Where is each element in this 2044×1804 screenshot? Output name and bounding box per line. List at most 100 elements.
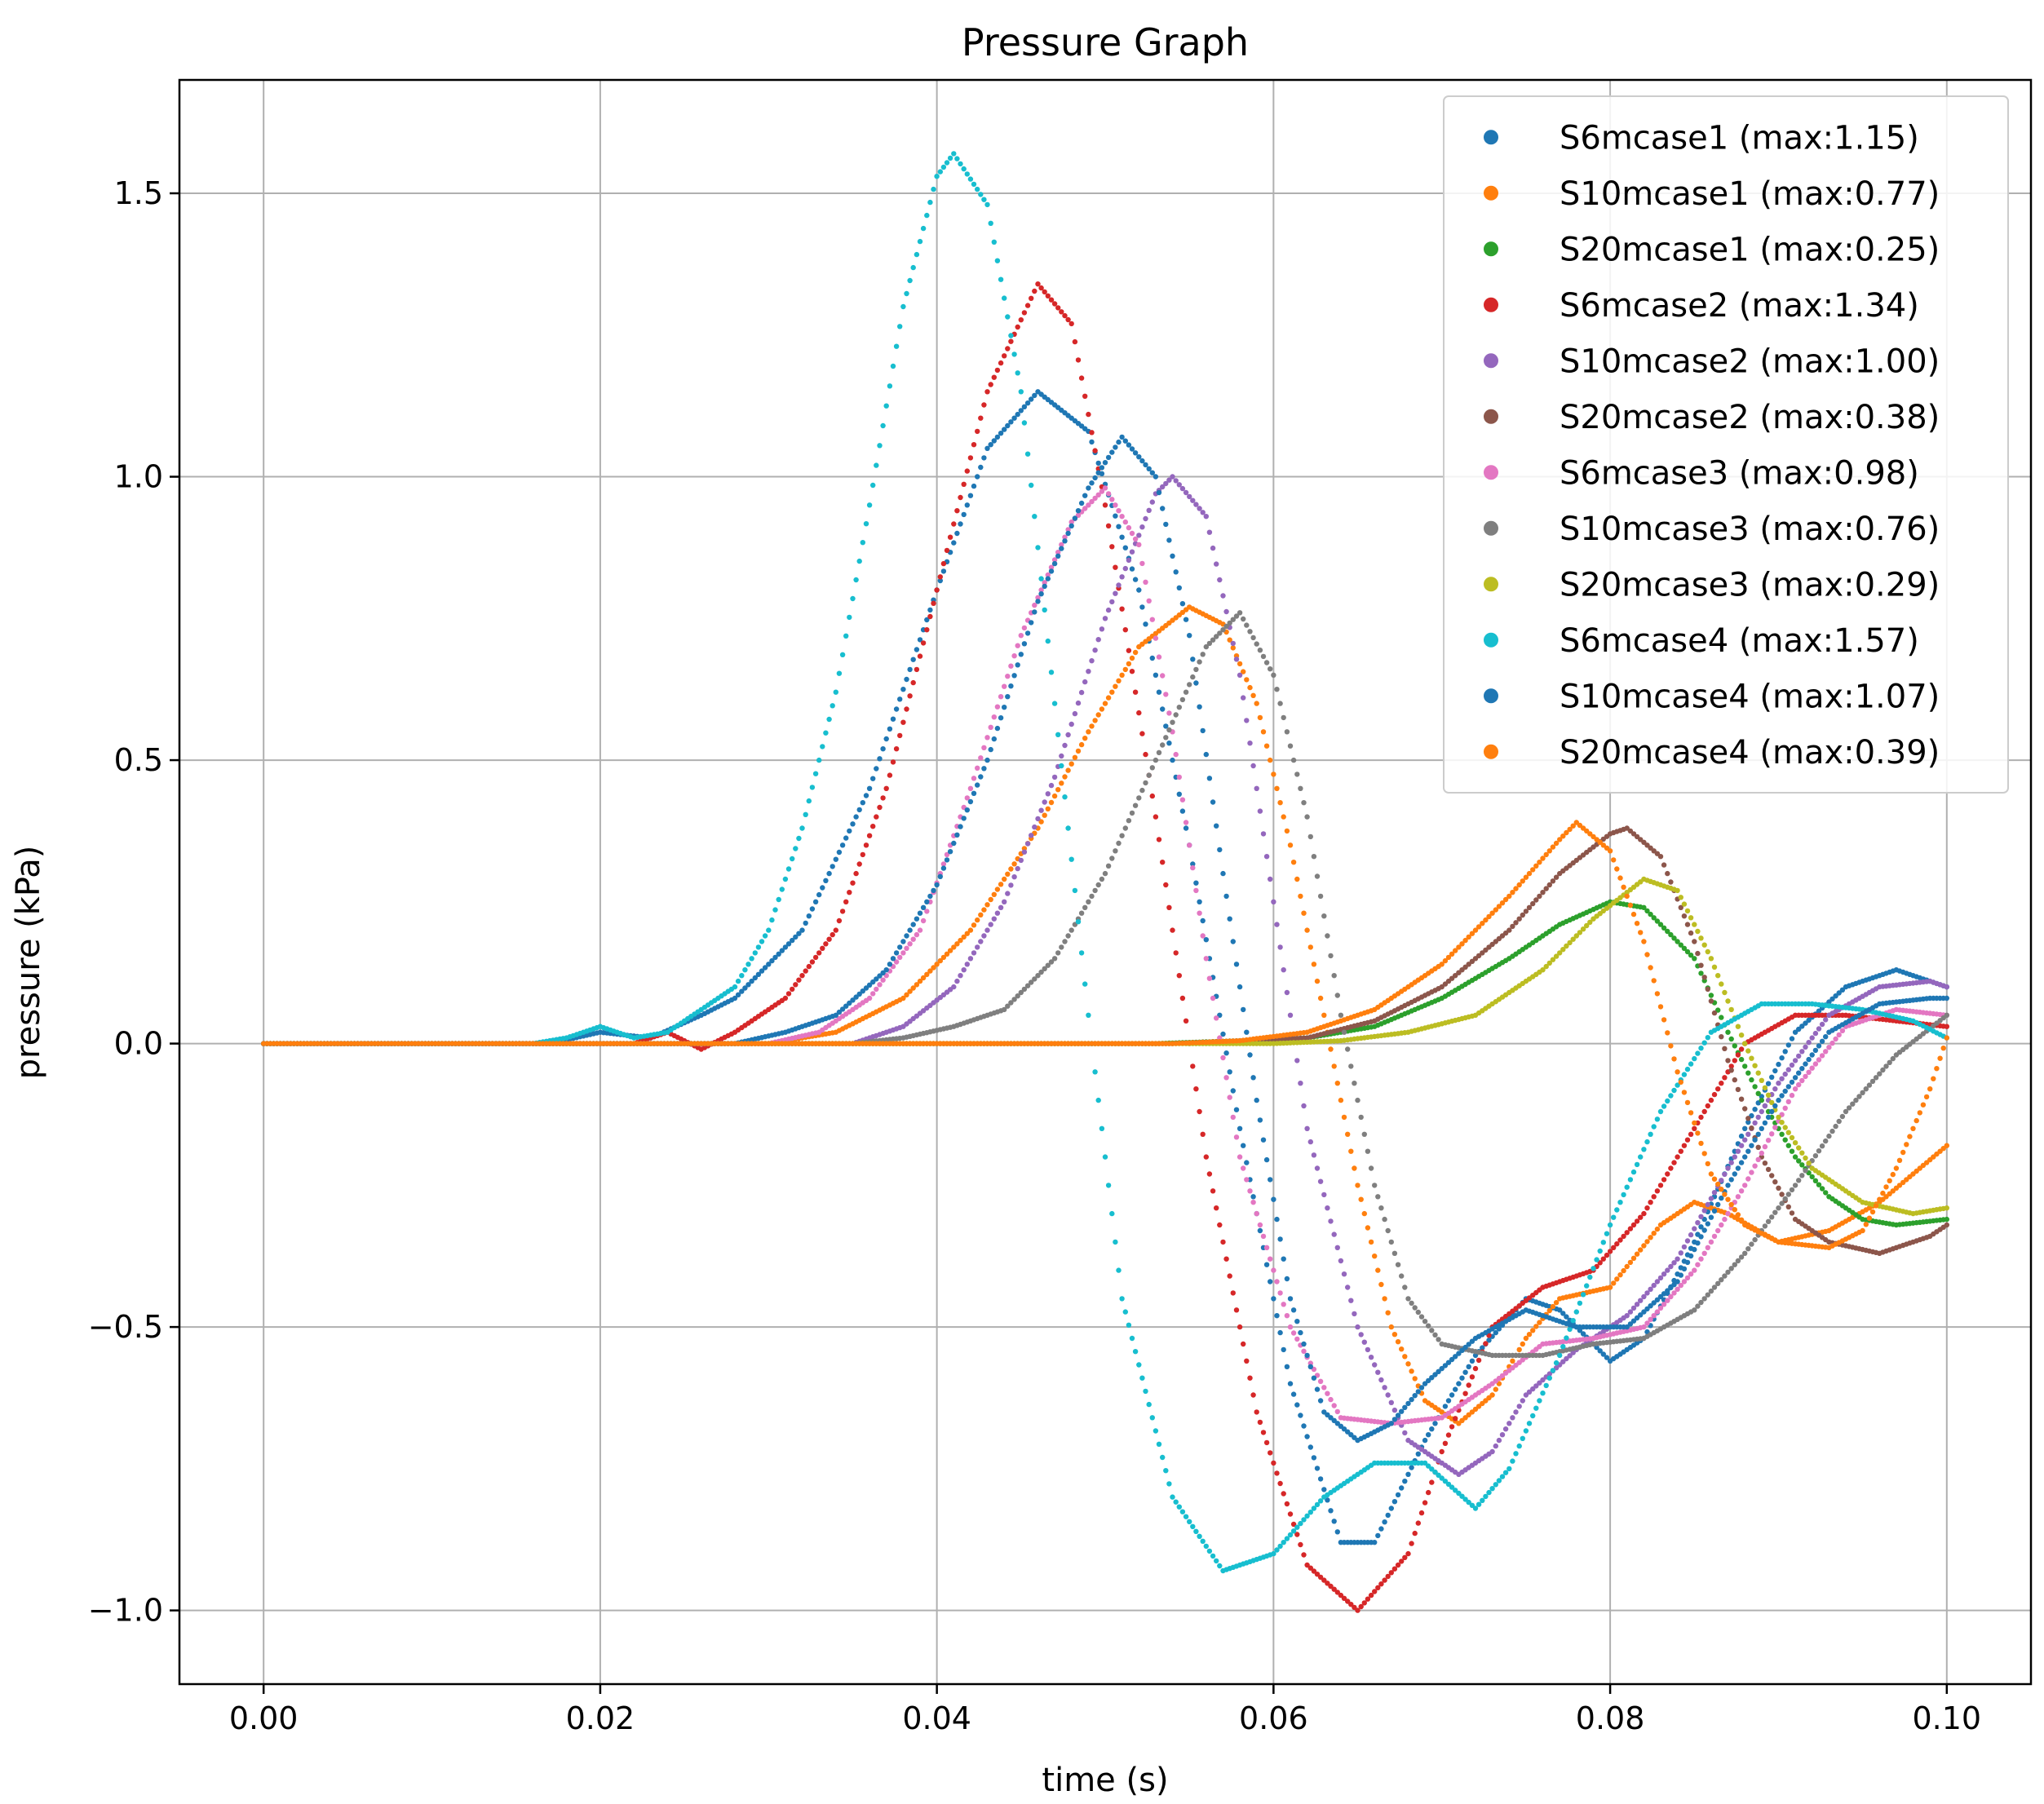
data-point <box>967 785 974 791</box>
data-point <box>1015 993 1020 999</box>
data-point <box>883 403 889 409</box>
data-point <box>1887 1059 1892 1066</box>
data-point <box>1812 1030 1819 1037</box>
data-point <box>1314 873 1321 879</box>
data-point <box>998 276 1004 282</box>
data-point <box>1644 1239 1650 1245</box>
data-point <box>1749 1077 1754 1083</box>
data-point <box>1321 1012 1327 1019</box>
data-point <box>1540 967 1546 973</box>
data-point <box>1233 657 1240 662</box>
data-point <box>975 765 980 771</box>
data-point <box>1287 1324 1294 1330</box>
data-point <box>1412 1376 1418 1382</box>
data-point <box>1701 942 1707 948</box>
data-point <box>1648 911 1653 917</box>
data-point <box>975 474 980 480</box>
data-point <box>1301 1517 1307 1523</box>
data-point <box>1048 959 1055 965</box>
data-point <box>1193 666 1199 673</box>
data-point <box>1796 1081 1802 1088</box>
data-point <box>1311 962 1317 967</box>
data-point <box>1105 491 1112 497</box>
data-point <box>1109 599 1115 605</box>
data-point <box>1405 1471 1411 1478</box>
data-point <box>860 851 866 858</box>
data-point <box>1271 1460 1276 1466</box>
data-point <box>1163 882 1169 888</box>
data-point <box>1051 557 1058 563</box>
data-point <box>1015 324 1020 330</box>
data-point <box>1789 1187 1795 1193</box>
data-point <box>1294 1058 1300 1063</box>
data-point <box>1826 999 1832 1005</box>
data-point <box>1641 1210 1647 1217</box>
data-point <box>1301 1552 1307 1558</box>
data-point <box>1675 1082 1680 1088</box>
data-point <box>1163 723 1169 729</box>
data-point <box>1139 560 1145 567</box>
data-point <box>1217 630 1223 636</box>
data-point <box>1287 1511 1294 1517</box>
data-point <box>1502 930 1509 936</box>
data-point <box>1331 1403 1337 1408</box>
data-point <box>1193 502 1199 507</box>
data-point <box>1432 1421 1438 1426</box>
data-point <box>1372 1254 1378 1259</box>
data-point <box>1203 1543 1210 1550</box>
data-point <box>1119 833 1125 838</box>
data-point <box>904 945 909 952</box>
data-point <box>1018 989 1024 996</box>
data-point <box>1399 1273 1405 1279</box>
data-point <box>1035 281 1041 287</box>
data-point <box>1644 1290 1650 1296</box>
data-point <box>1078 910 1085 916</box>
data-point <box>1546 1375 1553 1381</box>
data-point <box>1024 400 1031 406</box>
data-point <box>1005 422 1011 429</box>
data-point <box>1462 1497 1468 1502</box>
data-point <box>1263 854 1270 860</box>
data-point <box>1803 1073 1808 1080</box>
data-point <box>917 653 923 659</box>
data-point <box>893 959 900 965</box>
data-point <box>951 540 957 546</box>
data-point <box>1237 672 1243 678</box>
data-point <box>1684 908 1691 914</box>
data-point <box>1179 808 1186 814</box>
data-point <box>931 965 936 971</box>
data-point <box>1475 1357 1482 1364</box>
data-point <box>1789 1036 1795 1041</box>
data-point <box>1298 785 1303 791</box>
data-point <box>961 481 967 487</box>
data-point <box>759 968 765 974</box>
data-point <box>1160 1454 1166 1461</box>
data-point <box>1143 515 1148 522</box>
data-point <box>1607 1222 1613 1228</box>
data-point <box>1604 1231 1610 1236</box>
data-point <box>1779 1055 1785 1061</box>
data-point <box>1732 1043 1737 1049</box>
data-point <box>830 703 835 709</box>
data-point <box>1250 634 1256 641</box>
data-point <box>863 842 869 848</box>
data-point <box>1489 941 1495 948</box>
data-point <box>1341 1114 1347 1121</box>
data-point <box>1409 1541 1414 1546</box>
data-point <box>1105 863 1112 869</box>
data-point <box>1812 1061 1819 1067</box>
data-point <box>1325 1497 1330 1503</box>
data-point <box>927 199 933 206</box>
data-point <box>796 835 802 842</box>
data-point <box>1241 695 1246 701</box>
data-point <box>1654 1309 1661 1315</box>
data-point <box>1290 757 1297 763</box>
data-point <box>1345 1046 1351 1052</box>
data-point <box>1705 1035 1710 1041</box>
data-point <box>1281 714 1286 721</box>
data-point <box>1187 682 1192 688</box>
data-point <box>1032 514 1037 520</box>
data-point <box>1179 995 1186 1001</box>
data-point <box>1089 658 1095 664</box>
data-point <box>1486 1489 1492 1496</box>
